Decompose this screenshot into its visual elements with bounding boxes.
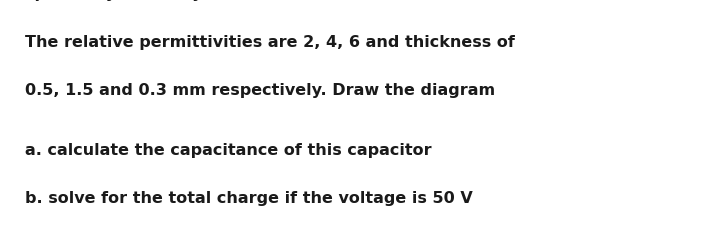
Text: spaced by three layers of different dielectric materials.: spaced by three layers of different diel…: [25, 0, 527, 1]
Text: 0.5, 1.5 and 0.3 mm respectively. Draw the diagram: 0.5, 1.5 and 0.3 mm respectively. Draw t…: [25, 83, 495, 98]
Text: b. solve for the total charge if the voltage is 50 V: b. solve for the total charge if the vol…: [25, 192, 473, 207]
Text: The relative permittivities are 2, 4, 6 and thickness of: The relative permittivities are 2, 4, 6 …: [25, 34, 515, 50]
Text: a. calculate the capacitance of this capacitor: a. calculate the capacitance of this cap…: [25, 143, 431, 158]
